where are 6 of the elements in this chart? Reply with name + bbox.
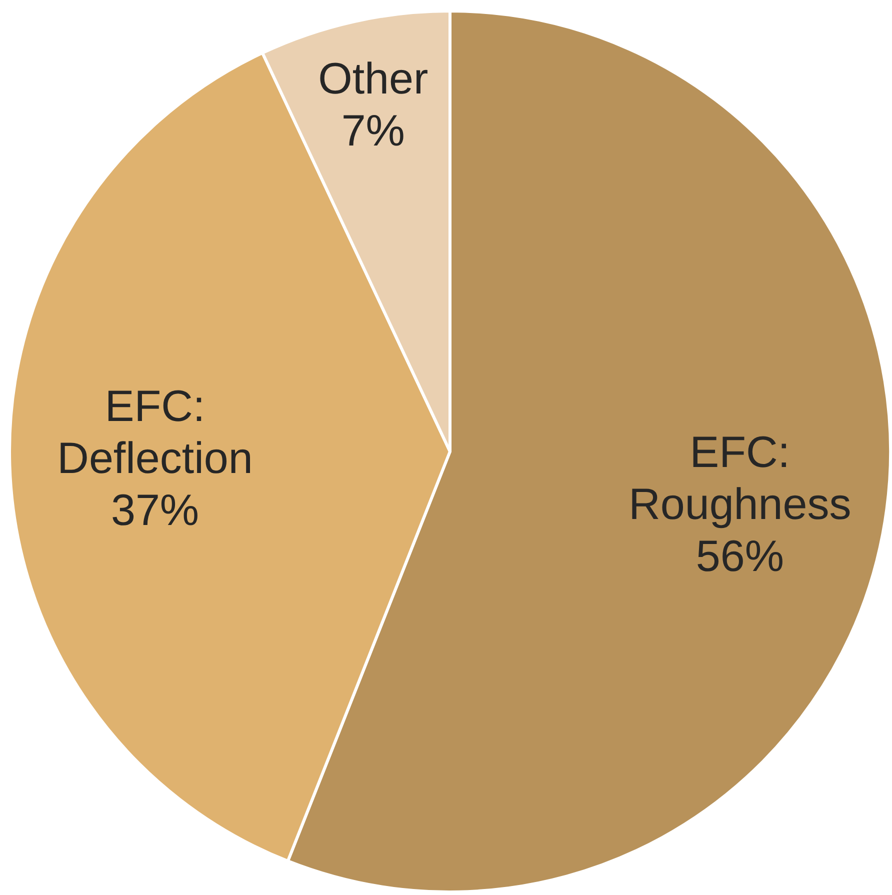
slice-label: EFC: Roughness [628, 428, 852, 529]
data-label: 56% [696, 532, 784, 581]
data-label: 7% [341, 106, 405, 156]
slice-label: Other [318, 54, 428, 104]
slice-label: EFC: Deflection [57, 382, 253, 483]
data-label: 37% [110, 486, 200, 535]
